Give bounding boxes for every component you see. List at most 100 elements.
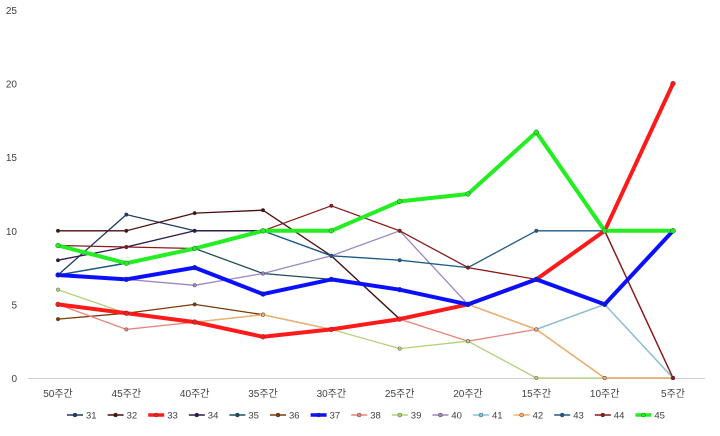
data-point xyxy=(533,129,539,135)
data-point xyxy=(670,228,676,234)
series-line xyxy=(57,289,674,379)
data-point xyxy=(670,80,676,87)
data-point xyxy=(123,260,129,266)
data-point xyxy=(123,276,129,282)
y-tick-label: 25 xyxy=(6,6,18,17)
legend-item: 32 xyxy=(107,411,138,422)
data-point xyxy=(329,203,334,208)
legend-marker xyxy=(600,412,605,418)
data-point xyxy=(192,211,197,216)
y-tick-label: 10 xyxy=(6,227,18,238)
data-point xyxy=(602,228,608,234)
data-point xyxy=(534,327,539,332)
data-point xyxy=(602,376,607,381)
legend-item: 37 xyxy=(310,411,341,422)
data-point xyxy=(192,302,197,307)
series-line xyxy=(56,228,675,307)
series-line xyxy=(56,81,675,339)
data-point xyxy=(192,319,198,325)
data-point xyxy=(260,228,266,234)
series-line xyxy=(57,230,674,276)
data-point xyxy=(328,276,334,282)
legend-marker xyxy=(194,412,200,418)
series-43 xyxy=(56,228,676,277)
legend-label: 39 xyxy=(411,411,422,422)
legend-label: 32 xyxy=(127,411,138,422)
legend-marker xyxy=(316,412,321,418)
y-axis: 0 5 10 15 20 25 xyxy=(6,6,18,385)
data-point xyxy=(534,228,539,233)
data-point xyxy=(328,228,334,234)
data-point xyxy=(56,228,61,233)
legend-item: 40 xyxy=(432,411,462,422)
data-point xyxy=(397,228,402,233)
data-point xyxy=(466,265,471,270)
data-point xyxy=(192,228,197,233)
data-point xyxy=(671,376,676,381)
x-tick-label: 45주간 xyxy=(112,388,142,400)
data-point xyxy=(533,276,539,282)
legend-marker xyxy=(641,412,646,418)
x-tick-label: 15주간 xyxy=(522,388,552,400)
data-point xyxy=(55,242,61,249)
data-point xyxy=(329,253,334,258)
legend-label: 37 xyxy=(330,411,341,422)
x-tick-label: 10주간 xyxy=(590,388,620,400)
legend-marker xyxy=(397,412,402,418)
data-point xyxy=(192,283,197,288)
legend-label: 33 xyxy=(167,411,178,422)
data-point xyxy=(397,346,402,351)
data-point xyxy=(56,317,61,322)
legend-item: 45 xyxy=(635,411,665,422)
legend-label: 31 xyxy=(86,411,97,422)
data-point xyxy=(534,376,539,381)
data-point xyxy=(260,334,266,340)
data-point xyxy=(328,326,334,333)
legend-marker xyxy=(235,412,240,418)
data-point xyxy=(192,245,198,252)
data-point xyxy=(261,208,266,213)
legend-marker xyxy=(113,412,118,418)
legend-item: 42 xyxy=(513,411,544,422)
legend-label: 43 xyxy=(573,411,584,422)
data-point xyxy=(55,301,61,308)
legend-marker xyxy=(478,412,484,418)
legend-label: 38 xyxy=(370,411,381,422)
legend-label: 42 xyxy=(533,411,544,422)
legend-marker xyxy=(275,412,281,418)
x-tick-label: 20주간 xyxy=(453,388,483,400)
data-point xyxy=(261,271,266,276)
y-tick-label: 0 xyxy=(11,374,17,385)
data-point xyxy=(465,191,471,197)
y-tick-label: 20 xyxy=(6,80,18,91)
data-point xyxy=(56,287,61,292)
legend-item: 39 xyxy=(391,411,422,422)
legend-marker xyxy=(357,412,362,418)
legend-label: 44 xyxy=(614,411,625,422)
legend-label: 34 xyxy=(208,411,219,422)
data-point xyxy=(124,212,129,217)
legend-label: 41 xyxy=(492,411,503,422)
legend-marker xyxy=(153,412,159,418)
data-point xyxy=(397,258,402,263)
legend-item: 41 xyxy=(473,411,503,422)
x-tick-label: 50주간 xyxy=(43,388,73,400)
data-point xyxy=(192,265,198,271)
y-tick-label: 5 xyxy=(11,300,17,311)
data-point xyxy=(124,228,129,233)
legend-label: 40 xyxy=(451,411,462,422)
data-point xyxy=(260,291,266,297)
data-point xyxy=(465,301,471,308)
legend-item: 36 xyxy=(270,411,300,422)
legend-label: 45 xyxy=(654,411,665,422)
x-tick-label: 5주간 xyxy=(661,388,685,400)
data-point xyxy=(602,301,608,308)
data-point xyxy=(397,198,403,204)
series-line xyxy=(57,205,674,379)
legend-label: 36 xyxy=(289,411,300,422)
data-point xyxy=(55,272,61,278)
legend-item: 31 xyxy=(67,411,97,422)
series-33 xyxy=(55,80,676,340)
